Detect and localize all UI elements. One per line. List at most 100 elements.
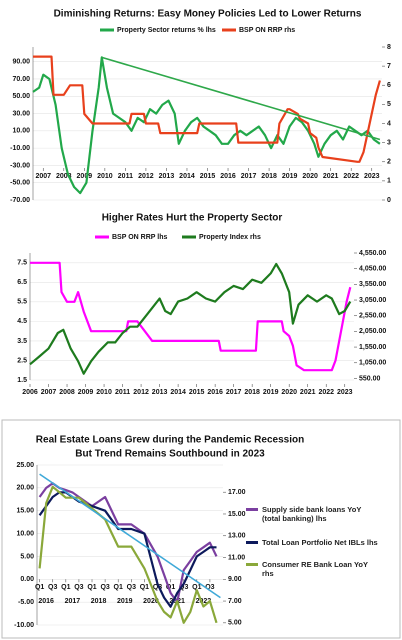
x-tick-label: Q1 [166, 584, 175, 591]
y2-tick-label: 4 [387, 120, 391, 127]
x-tick-label: 2009 [77, 173, 93, 180]
y-tick-label: 2.5 [17, 357, 27, 364]
x-tick-label: 2013 [152, 389, 168, 396]
y-tick-label: -30.00 [10, 162, 30, 169]
y2-tick-label: 7 [387, 63, 391, 70]
y2-tick-label: 8 [387, 44, 391, 51]
legend-swatch [246, 541, 258, 544]
x-tick-label: 2018 [244, 389, 260, 396]
legend-label: Supply side bank loans YoY (total bankin… [262, 505, 362, 524]
x-tick-label: Q1 [140, 584, 149, 591]
y2-tick-label: 1,050.00 [359, 360, 386, 367]
legend-label: Property Index rhs [199, 234, 261, 241]
legend-label: Consumer RE Bank Loan YoY rhs [262, 560, 368, 579]
y-tick-label: -50.00 [10, 180, 30, 187]
x-tick-label: Q3 [100, 584, 109, 591]
x-tick-label: Q3 [48, 584, 57, 591]
chart-title: Diminishing Returns: Easy Money Policies… [54, 9, 362, 20]
x-tick-label: 2020 [281, 389, 297, 396]
y-tick-label: -10.00 [10, 145, 30, 152]
y-tick-label: 90.00 [12, 59, 30, 66]
y2-tick-label: 1,550.00 [359, 344, 386, 351]
x-tick-label: 2023 [364, 173, 380, 180]
x-year-label: 2017 [65, 598, 81, 605]
x-tick-label: Q3 [127, 584, 136, 591]
x-tick-label: 2008 [59, 389, 75, 396]
x-tick-label: 2017 [241, 173, 257, 180]
series-line [29, 262, 352, 375]
x-tick-label: 2012 [138, 173, 154, 180]
x-tick-label: 2009 [78, 389, 94, 396]
x-year-label: 2016 [38, 598, 54, 605]
x-tick-label: 2010 [97, 173, 113, 180]
x-tick-label: Q3 [205, 584, 214, 591]
x-tick-label: Q3 [74, 584, 83, 591]
y2-tick-label: 2,550.00 [359, 313, 386, 320]
x-tick-label: 2022 [318, 389, 334, 396]
x-tick-label: 2019 [282, 173, 298, 180]
y-tick-label: 5.00 [20, 553, 34, 560]
x-tick-label: 2016 [220, 173, 236, 180]
x-tick-label: 2014 [179, 173, 195, 180]
legend-label: Total Loan Portfolio Net IBLs lhs [262, 538, 378, 547]
x-year-label: 2022 [196, 598, 212, 605]
y-tick-label: 25.00 [16, 462, 34, 469]
y2-tick-label: 5 [387, 101, 391, 108]
chart-title: Higher Rates Hurt the Property Sector [102, 213, 283, 224]
x-tick-label: 2006 [22, 389, 38, 396]
y-tick-label: 10.00 [16, 530, 34, 537]
y-tick-label: 1.5 [17, 377, 27, 384]
y2-tick-label: 11.00 [228, 554, 245, 561]
chart-frame [1, 419, 401, 639]
x-tick-label: 2021 [300, 389, 316, 396]
legend-entry: Supply side bank loans YoY (total bankin… [246, 505, 380, 524]
x-tick-label: Q1 [87, 584, 96, 591]
x-tick-label: Q3 [153, 584, 162, 591]
x-tick-label: 2013 [159, 173, 175, 180]
trend-line [101, 56, 381, 141]
x-tick-label: Q1 [35, 584, 44, 591]
x-tick-label: 2023 [337, 389, 353, 396]
y-tick-label: -70.00 [10, 197, 30, 204]
legend-swatch [246, 563, 258, 566]
y-tick-label: 5.5 [17, 299, 27, 306]
y-tick-label: -5.00 [18, 599, 34, 606]
y-tick-label: -10.00 [14, 622, 34, 629]
y-tick-label: 4.5 [17, 318, 27, 325]
x-tick-label: Q1 [114, 584, 123, 591]
y2-tick-label: 7.00 [228, 598, 242, 605]
chart-title: Real Estate Loans Grew during the Pandem… [36, 435, 304, 446]
y2-tick-label: 4,550.00 [359, 250, 386, 257]
y-tick-label: 10.00 [12, 128, 30, 135]
series-line [38, 491, 217, 608]
legend-label: Property Sector returns % lhs [117, 27, 216, 34]
legend-swatch [246, 508, 258, 511]
x-tick-label: 2020 [302, 173, 318, 180]
x-tick-label: 2022 [343, 173, 359, 180]
y-tick-label: 50.00 [12, 93, 30, 100]
legend-label: BSP ON RRP lhs [112, 234, 167, 241]
y-tick-label: 7.5 [17, 260, 27, 267]
x-year-label: 2019 [117, 598, 133, 605]
chart-subtitle: But Trend Remains Southbound in 2023 [75, 449, 265, 460]
y-tick-label: 3.5 [17, 338, 27, 345]
y-tick-label: 70.00 [12, 76, 30, 83]
y2-tick-label: 4,050.00 [359, 266, 386, 273]
y2-tick-label: 2,050.00 [359, 328, 386, 335]
x-tick-label: 2010 [96, 389, 112, 396]
series-line [38, 485, 218, 624]
x-tick-label: Q1 [61, 584, 70, 591]
y-tick-label: 15.00 [16, 508, 34, 515]
y2-tick-label: 13.00 [228, 533, 246, 540]
y2-tick-label: 3,050.00 [359, 297, 386, 304]
legend-entry: Total Loan Portfolio Net IBLs lhs [246, 538, 380, 547]
x-year-label: 2018 [91, 598, 107, 605]
y2-tick-label: 1 [387, 178, 391, 185]
y2-tick-label: 15.00 [228, 511, 246, 518]
y2-tick-label: 0 [387, 197, 391, 204]
y2-tick-label: 550.00 [359, 375, 381, 382]
y2-tick-label: 6 [387, 82, 391, 89]
x-tick-label: 2021 [323, 173, 339, 180]
